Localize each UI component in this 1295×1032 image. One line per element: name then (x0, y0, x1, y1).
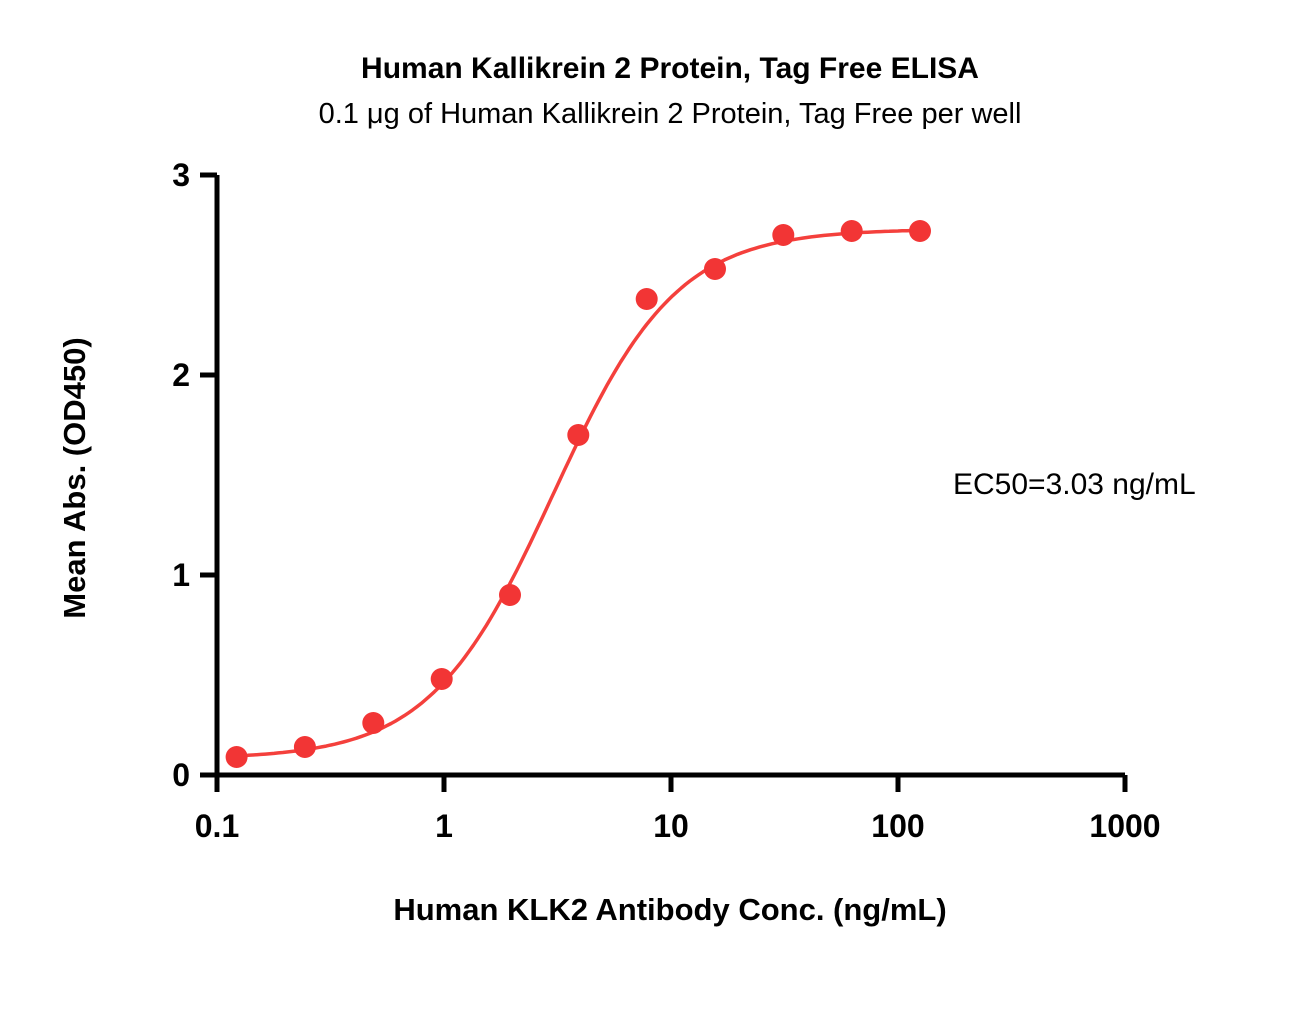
chart-subtitle: 0.1 μg of Human Kallikrein 2 Protein, Ta… (318, 98, 1022, 130)
data-point (293, 736, 316, 758)
x-tick-label: 10 (653, 808, 689, 844)
data-point (362, 712, 385, 734)
chart-title: Human Kallikrein 2 Protein, Tag Free ELI… (361, 52, 979, 85)
y-tick-label: 1 (172, 557, 190, 593)
fit-curve (229, 228, 926, 758)
x-tick-label: 0.1 (195, 808, 239, 844)
x-tick-label: 1 (435, 808, 453, 844)
data-point (704, 258, 726, 280)
y-tick-label: 0 (172, 757, 190, 793)
x-tick-label: 1000 (1089, 808, 1160, 844)
data-point (430, 668, 453, 690)
data-point (225, 746, 248, 768)
y-tick-label: 2 (172, 357, 190, 393)
data-point (909, 220, 931, 242)
data-point (635, 288, 658, 310)
data-point (567, 424, 590, 446)
x-axis-label: Human KLK2 Antibody Conc. (ng/mL) (393, 892, 947, 927)
ec50-annotation: EC50=3.03 ng/mL (953, 468, 1196, 501)
data-point (499, 584, 521, 606)
y-tick-label: 3 (172, 157, 190, 193)
data-point (840, 220, 863, 242)
data-point (772, 224, 795, 246)
x-tick-label: 100 (871, 808, 924, 844)
